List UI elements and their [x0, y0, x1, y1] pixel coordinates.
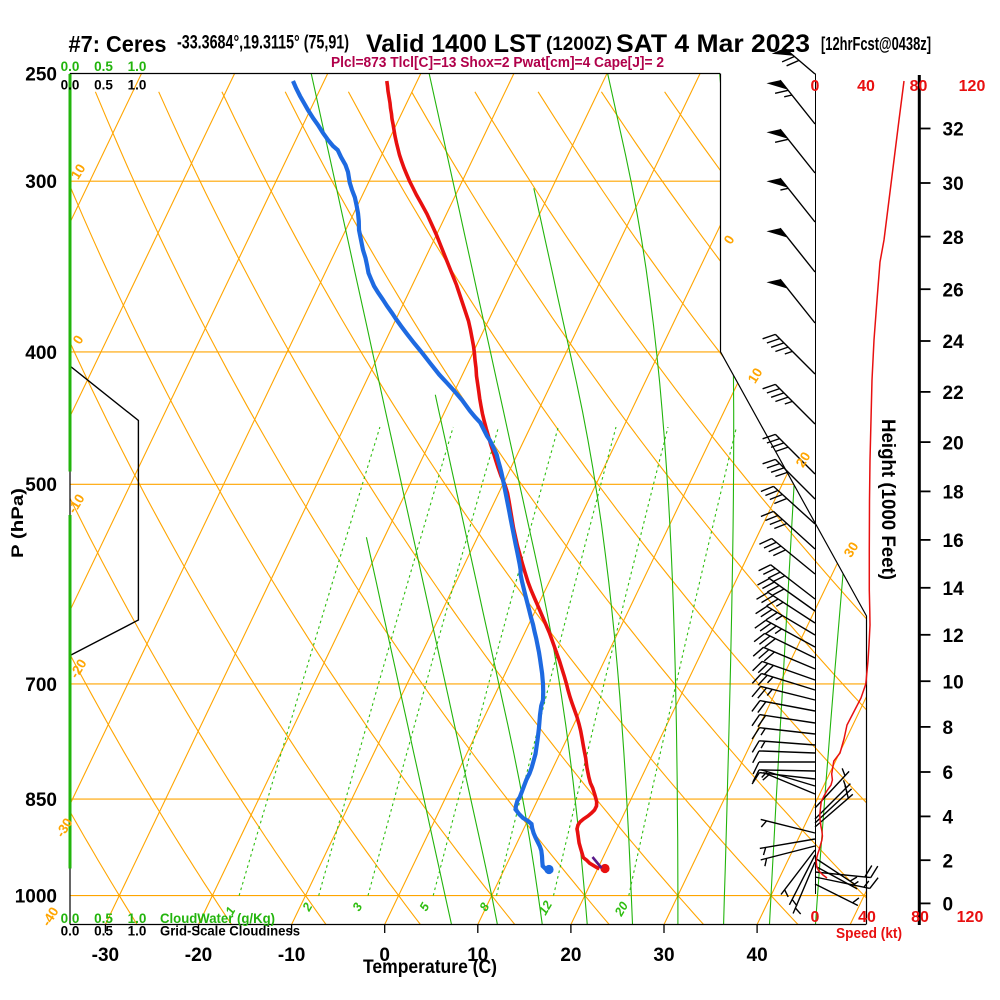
svg-text:#7: Ceres: #7: Ceres — [69, 31, 167, 57]
svg-text:0.0: 0.0 — [61, 924, 80, 939]
svg-text:Height (1000 Feet): Height (1000 Feet) — [877, 419, 898, 580]
svg-text:-30: -30 — [92, 945, 119, 966]
svg-text:1.0: 1.0 — [128, 924, 147, 939]
svg-text:0.0: 0.0 — [61, 59, 80, 74]
svg-text:0.0: 0.0 — [61, 911, 80, 926]
svg-text:0.0: 0.0 — [61, 78, 80, 93]
svg-text:16: 16 — [943, 531, 964, 552]
svg-text:2: 2 — [943, 851, 954, 872]
svg-text:26: 26 — [943, 280, 964, 301]
svg-text:40: 40 — [857, 78, 875, 95]
svg-text:32: 32 — [943, 120, 964, 141]
svg-text:850: 850 — [25, 790, 57, 811]
svg-text:500: 500 — [25, 475, 57, 496]
svg-text:Grid-Scale Cloudiness: Grid-Scale Cloudiness — [160, 924, 300, 939]
svg-text:P (hPa): P (hPa) — [8, 488, 27, 558]
svg-text:CloudWater (g/Kg): CloudWater (g/Kg) — [160, 911, 275, 926]
svg-text:0: 0 — [943, 895, 954, 916]
svg-text:[12hrFcst@0438z]: [12hrFcst@0438z] — [821, 34, 931, 54]
svg-text:10: 10 — [745, 365, 766, 386]
svg-text:Temperature (C): Temperature (C) — [363, 957, 497, 978]
svg-text:10: 10 — [943, 672, 964, 693]
svg-text:1.0: 1.0 — [128, 59, 147, 74]
svg-text:40: 40 — [858, 909, 876, 926]
svg-text:-20: -20 — [185, 945, 212, 966]
svg-text:120: 120 — [959, 78, 986, 95]
svg-text:40: 40 — [747, 945, 768, 966]
svg-text:0.5: 0.5 — [94, 911, 113, 926]
svg-text:Plcl=873 Tlcl[C]=13 Shox=2 Pwa: Plcl=873 Tlcl[C]=13 Shox=2 Pwat[cm]=4 Ca… — [331, 55, 664, 71]
svg-text:(1200Z): (1200Z) — [546, 34, 612, 55]
svg-text:20: 20 — [560, 945, 581, 966]
svg-text:30: 30 — [943, 174, 964, 195]
svg-text:80: 80 — [910, 78, 928, 95]
svg-text:30: 30 — [653, 945, 674, 966]
svg-text:14: 14 — [943, 579, 965, 600]
svg-text:8: 8 — [943, 718, 954, 739]
svg-text:12: 12 — [536, 898, 555, 917]
svg-text:400: 400 — [25, 343, 57, 364]
svg-text:80: 80 — [911, 909, 929, 926]
svg-text:300: 300 — [25, 172, 57, 193]
svg-text:1.0: 1.0 — [128, 78, 147, 93]
svg-text:10: 10 — [68, 161, 89, 182]
svg-text:4: 4 — [943, 808, 954, 829]
svg-text:0.5: 0.5 — [94, 78, 113, 93]
svg-text:0.5: 0.5 — [94, 59, 113, 74]
svg-text:18: 18 — [943, 483, 964, 504]
svg-text:6: 6 — [943, 763, 954, 784]
svg-text:24: 24 — [943, 332, 965, 353]
svg-text:20: 20 — [943, 433, 964, 454]
svg-text:0.5: 0.5 — [94, 924, 113, 939]
svg-text:10: 10 — [467, 945, 488, 966]
svg-text:0: 0 — [811, 78, 820, 95]
svg-text:250: 250 — [25, 64, 57, 85]
svg-text:1000: 1000 — [15, 887, 57, 908]
svg-text:28: 28 — [943, 228, 964, 249]
svg-text:-33.3684°,19.3115° (75,91): -33.3684°,19.3115° (75,91) — [177, 33, 349, 54]
svg-text:0: 0 — [379, 945, 390, 966]
svg-text:30: 30 — [841, 539, 862, 560]
svg-text:SAT 4 Mar 2023: SAT 4 Mar 2023 — [616, 30, 810, 58]
svg-text:120: 120 — [957, 909, 984, 926]
svg-text:Speed (kt): Speed (kt) — [836, 926, 902, 942]
svg-text:22: 22 — [943, 383, 964, 404]
svg-text:-10: -10 — [278, 945, 305, 966]
svg-text:20: 20 — [793, 449, 814, 470]
svg-text:12: 12 — [943, 626, 964, 647]
svg-text:1.0: 1.0 — [128, 911, 147, 926]
svg-text:20: 20 — [611, 899, 631, 919]
svg-text:Valid 1400 LST: Valid 1400 LST — [366, 30, 541, 58]
svg-text:700: 700 — [25, 675, 57, 696]
svg-text:0: 0 — [811, 909, 820, 926]
